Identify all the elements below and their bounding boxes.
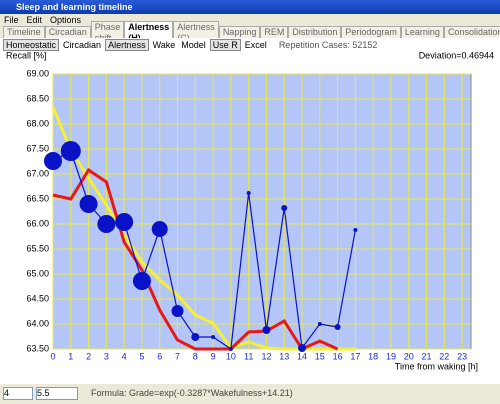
tab[interactable]: Periodogram — [341, 26, 401, 38]
menu-item[interactable]: Edit — [26, 15, 43, 25]
y-tick-label: 66.50 — [26, 193, 49, 203]
data-point — [44, 152, 62, 170]
tab[interactable]: Consolidation — [443, 26, 500, 38]
x-tick-label: 16 — [333, 351, 343, 361]
x-tick-label: 14 — [297, 351, 307, 361]
annotation: Deviation=0.46944 — [419, 51, 494, 60]
y-tick-label: 65.00 — [26, 268, 49, 278]
y-tick-label: 64.50 — [26, 293, 49, 303]
tab[interactable]: Alertness (C) — [173, 20, 219, 44]
data-point — [132, 272, 151, 290]
toggle-button[interactable]: Excel — [244, 39, 267, 50]
data-point — [317, 322, 322, 326]
tab-bar: Timeline Circadian Phase shift Alertness… — [0, 20, 500, 44]
x-tick-label: 23 — [457, 351, 467, 361]
y-tick-label: 63.50 — [26, 343, 49, 353]
menu-item[interactable]: File — [4, 15, 19, 25]
data-point — [97, 215, 116, 233]
y-tick-label: 65.50 — [26, 243, 49, 253]
toggle-button[interactable]: Model — [181, 39, 206, 50]
data-point — [246, 191, 251, 195]
x-tick-label: 10 — [226, 351, 236, 361]
x-tick-label: 4 — [122, 351, 127, 361]
x-tick-label: 5 — [139, 351, 144, 361]
data-point — [281, 205, 288, 211]
data-point — [228, 347, 233, 351]
tab[interactable]: Phase shift — [90, 20, 125, 44]
y-tick-label: 69.00 — [26, 68, 49, 78]
data-point — [115, 213, 134, 231]
tab[interactable]: Alertness (H) — [124, 20, 174, 44]
x-tick-label: 0 — [50, 351, 55, 361]
toggle-button[interactable]: Use R — [209, 38, 241, 51]
data-point — [60, 141, 81, 161]
menu-bar: File Edit Options — [0, 14, 500, 26]
x-tick-label: 6 — [157, 351, 162, 361]
tab[interactable]: Napping — [218, 26, 261, 38]
tab[interactable]: Learning — [400, 26, 444, 38]
x-axis-label: Time from waking [h] — [395, 361, 478, 371]
window-title: Sleep and learning timeline — [16, 2, 133, 12]
formula-text: Formula: Grade=exp(-0.3287*Wakefulness+1… — [91, 388, 293, 398]
x-tick-label: 20 — [404, 351, 414, 361]
data-point — [353, 228, 358, 232]
y-axis-label: Recall [%] — [6, 51, 47, 60]
input[interactable]: 4 — [3, 386, 33, 400]
title-bar: Sleep and learning timeline — [0, 0, 500, 14]
toolbar: Homeostatic Circadian Alertness Wake Mod… — [0, 38, 500, 51]
tab[interactable]: Timeline — [3, 26, 45, 38]
x-tick-label: 11 — [244, 351, 253, 361]
x-tick-label: 22 — [439, 351, 449, 361]
x-tick-label: 8 — [193, 351, 198, 361]
data-point — [79, 195, 98, 213]
data-point — [334, 324, 341, 330]
status-text: Repetition Cases: 52152 — [278, 39, 378, 50]
y-tick-label: 67.50 — [26, 143, 49, 153]
plot-area — [52, 73, 472, 350]
data-point — [262, 326, 271, 334]
toggle-button[interactable]: Circadian — [63, 39, 102, 50]
x-tick-label: 9 — [211, 351, 216, 361]
toggle-button[interactable]: Homeostatic — [3, 38, 60, 51]
x-tick-label: 17 — [350, 351, 360, 361]
x-tick-label: 13 — [279, 351, 289, 361]
data-point — [151, 221, 168, 237]
chart: Recall [%] Deviation=0.46944 Time from w… — [6, 50, 494, 371]
tab[interactable]: Distribution — [288, 26, 342, 38]
x-tick-label: 3 — [104, 351, 109, 361]
y-tick-label: 68.50 — [26, 93, 49, 103]
x-tick-label: 2 — [86, 351, 91, 361]
toggle-button[interactable]: Wake — [152, 39, 176, 50]
toggle-button[interactable]: Alertness — [105, 38, 149, 51]
y-tick-label: 66.00 — [26, 218, 49, 228]
footer: 4 5.5 Formula: Grade=exp(-0.3287*Wakeful… — [0, 386, 500, 400]
input[interactable]: 5.5 — [36, 386, 78, 400]
data-point — [211, 335, 216, 339]
chart-panel: Recall [%] Deviation=0.46944 Time from w… — [0, 50, 500, 384]
x-tick-label: 15 — [315, 351, 325, 361]
y-tick-label: 68.00 — [26, 118, 49, 128]
x-tick-label: 19 — [386, 351, 396, 361]
y-tick-label: 67.00 — [26, 168, 49, 178]
x-tick-label: 21 — [422, 351, 432, 361]
x-tick-label: 1 — [68, 351, 73, 361]
tab[interactable]: Circadian — [44, 26, 91, 38]
series-line — [52, 167, 339, 351]
data-point — [298, 344, 307, 352]
x-tick-label: 12 — [261, 351, 271, 361]
data-point — [191, 333, 200, 341]
menu-item[interactable]: Options — [50, 15, 82, 25]
y-tick-label: 64.00 — [26, 318, 49, 328]
tab[interactable]: REM — [260, 26, 289, 38]
x-tick-label: 7 — [175, 351, 180, 361]
x-tick-label: 18 — [368, 351, 378, 361]
data-point — [171, 305, 184, 317]
